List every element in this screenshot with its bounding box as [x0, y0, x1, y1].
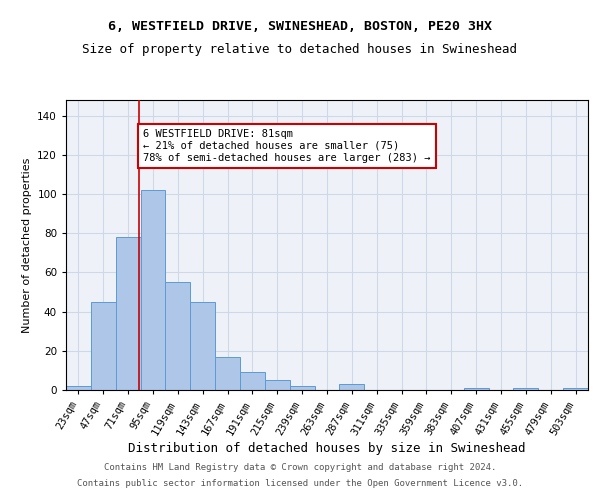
Bar: [514, 388, 538, 390]
Bar: [140, 190, 166, 390]
Bar: [91, 302, 116, 390]
X-axis label: Distribution of detached houses by size in Swineshead: Distribution of detached houses by size …: [128, 442, 526, 455]
Bar: [215, 356, 240, 390]
Bar: [290, 386, 314, 390]
Bar: [116, 237, 140, 390]
Bar: [340, 384, 364, 390]
Bar: [464, 388, 488, 390]
Text: Contains HM Land Registry data © Crown copyright and database right 2024.: Contains HM Land Registry data © Crown c…: [104, 464, 496, 472]
Text: Contains public sector information licensed under the Open Government Licence v3: Contains public sector information licen…: [77, 478, 523, 488]
Text: Size of property relative to detached houses in Swineshead: Size of property relative to detached ho…: [83, 42, 517, 56]
Text: 6, WESTFIELD DRIVE, SWINESHEAD, BOSTON, PE20 3HX: 6, WESTFIELD DRIVE, SWINESHEAD, BOSTON, …: [108, 20, 492, 33]
Bar: [166, 282, 190, 390]
Bar: [240, 372, 265, 390]
Bar: [66, 386, 91, 390]
Text: 6 WESTFIELD DRIVE: 81sqm
← 21% of detached houses are smaller (75)
78% of semi-d: 6 WESTFIELD DRIVE: 81sqm ← 21% of detach…: [143, 130, 431, 162]
Bar: [190, 302, 215, 390]
Bar: [563, 388, 588, 390]
Bar: [265, 380, 290, 390]
Y-axis label: Number of detached properties: Number of detached properties: [22, 158, 32, 332]
